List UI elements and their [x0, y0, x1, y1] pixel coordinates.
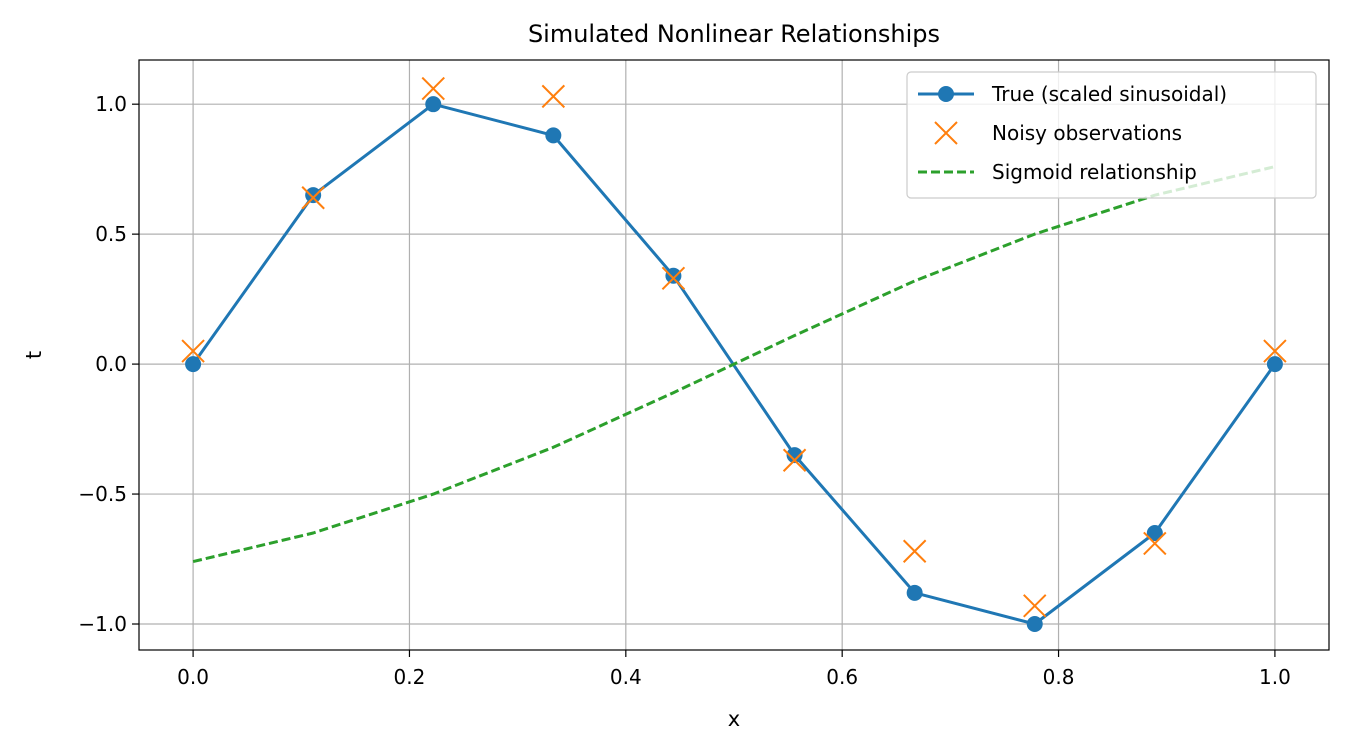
legend-item: True (scaled sinusoidal)	[918, 82, 1227, 106]
data-point	[1266, 356, 1283, 373]
legend-label: True (scaled sinusoidal)	[991, 82, 1227, 106]
x-tick-label: 1.0	[1259, 665, 1291, 689]
y-tick-label: −0.5	[78, 482, 127, 506]
series-line	[192, 165, 1276, 564]
data-point	[541, 84, 566, 109]
x-tick-label: 0.2	[394, 665, 426, 689]
y-tick-label: 1.0	[95, 92, 127, 116]
data-point	[782, 448, 807, 472]
data-point	[902, 539, 927, 563]
x-tick-label: 0.6	[826, 665, 858, 689]
data-point	[421, 76, 445, 101]
legend-box	[906, 71, 1317, 199]
x-tick-label: 0.0	[177, 665, 209, 689]
series-x-marker	[181, 76, 1287, 618]
data-point	[1143, 531, 1167, 556]
legend-label: Sigmoid relationship	[992, 160, 1197, 184]
data-point	[301, 186, 325, 210]
legend-item: Noisy observations	[934, 121, 1182, 145]
x-tick-label: 0.8	[1043, 665, 1075, 689]
data-point	[1026, 616, 1043, 633]
legend-label: Noisy observations	[992, 121, 1182, 145]
chart-title: Simulated Nonlinear Relationships	[528, 20, 940, 48]
data-point	[1023, 594, 1047, 618]
data-point	[665, 267, 682, 284]
data-point	[181, 339, 205, 363]
legend: True (scaled sinusoidal) Noisy observatio…	[906, 71, 1317, 199]
data-point	[661, 266, 686, 291]
data-point	[425, 96, 442, 113]
x-tick-label: 0.4	[610, 665, 642, 689]
y-tick-label: −1.0	[78, 612, 127, 636]
plot-series	[181, 76, 1287, 633]
data-point	[185, 356, 202, 373]
plot-frame	[138, 59, 1330, 651]
y-tick-label: 0.5	[95, 222, 127, 246]
y-axis-label: t	[22, 351, 46, 359]
legend-swatch-marker	[934, 121, 958, 145]
data-point	[906, 584, 923, 601]
legend-swatch-marker	[938, 86, 954, 102]
x-axis-label: x	[728, 707, 740, 731]
data-point	[1263, 339, 1287, 363]
data-point	[786, 447, 803, 464]
data-point	[305, 187, 322, 204]
series-dashed-line	[192, 165, 1276, 564]
axis-ticks: 0.0 0.2 0.4 0.6 0.8 1.0 1.0 0.5 0.0 −0.5 −1.0	[78, 92, 1290, 689]
legend-item: Sigmoid relationship	[918, 160, 1197, 184]
data-point	[1146, 525, 1163, 542]
data-point	[545, 127, 562, 144]
y-tick-label: 0.0	[95, 352, 127, 376]
